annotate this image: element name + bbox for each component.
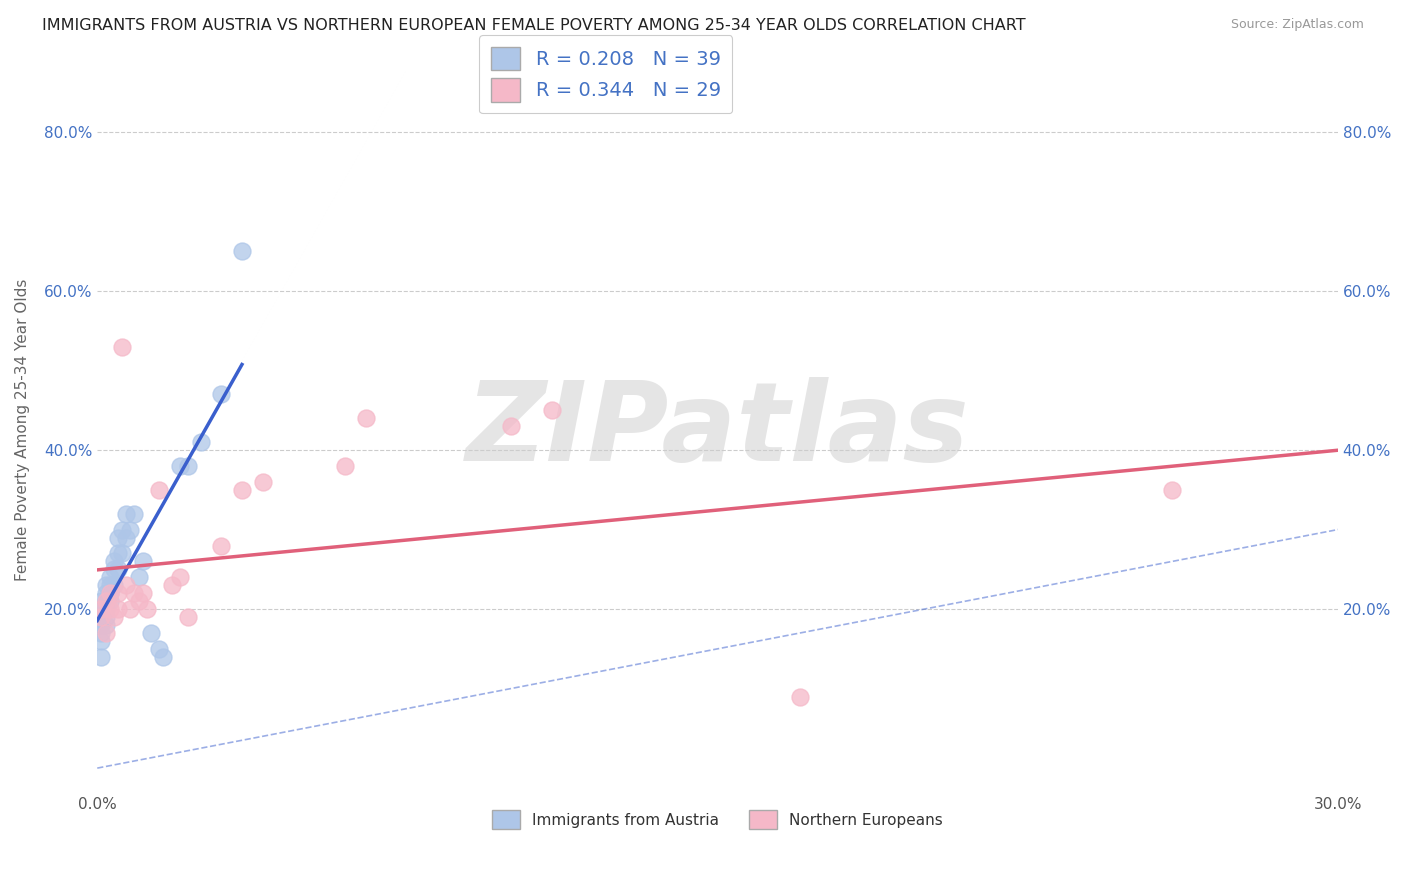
Point: [1161, 483, 1184, 497]
Point: [90, 610, 112, 624]
Point: [124, 586, 146, 600]
Point: [90, 610, 112, 624]
Point: [132, 586, 155, 600]
Point: [94, 586, 117, 600]
Point: [107, 562, 129, 576]
Point: [98, 570, 121, 584]
Point: [111, 340, 134, 354]
Text: Source: ZipAtlas.com: Source: ZipAtlas.com: [1230, 18, 1364, 31]
Point: [128, 594, 150, 608]
Point: [94, 618, 117, 632]
Point: [94, 578, 117, 592]
Point: [90, 634, 112, 648]
Point: [115, 531, 138, 545]
Point: [90, 602, 112, 616]
Legend: Immigrants from Austria, Northern Europeans: Immigrants from Austria, Northern Europe…: [486, 804, 949, 835]
Point: [177, 458, 200, 473]
Point: [135, 602, 157, 616]
Point: [541, 403, 564, 417]
Point: [115, 507, 138, 521]
Point: [103, 562, 125, 576]
Point: [139, 626, 162, 640]
Point: [152, 649, 174, 664]
Text: ZIPatlas: ZIPatlas: [465, 376, 969, 483]
Y-axis label: Female Poverty Among 25-34 Year Olds: Female Poverty Among 25-34 Year Olds: [15, 279, 30, 582]
Point: [128, 570, 150, 584]
Point: [169, 570, 191, 584]
Point: [94, 594, 117, 608]
Point: [98, 594, 121, 608]
Point: [120, 523, 142, 537]
Point: [103, 554, 125, 568]
Point: [177, 610, 200, 624]
Point: [231, 244, 253, 259]
Point: [169, 458, 191, 473]
Point: [103, 610, 125, 624]
Point: [103, 578, 125, 592]
Point: [107, 546, 129, 560]
Point: [94, 594, 117, 608]
Point: [111, 523, 134, 537]
Point: [94, 602, 117, 616]
Text: IMMIGRANTS FROM AUSTRIA VS NORTHERN EUROPEAN FEMALE POVERTY AMONG 25-34 YEAR OLD: IMMIGRANTS FROM AUSTRIA VS NORTHERN EURO…: [42, 18, 1026, 33]
Point: [98, 586, 121, 600]
Point: [98, 602, 121, 616]
Point: [132, 554, 155, 568]
Point: [148, 483, 170, 497]
Point: [190, 435, 212, 450]
Point: [107, 602, 129, 616]
Point: [499, 419, 522, 434]
Point: [90, 618, 112, 632]
Point: [124, 507, 146, 521]
Point: [111, 546, 134, 560]
Point: [148, 641, 170, 656]
Point: [209, 387, 232, 401]
Point: [160, 578, 183, 592]
Point: [90, 602, 112, 616]
Point: [90, 626, 112, 640]
Point: [94, 626, 117, 640]
Point: [90, 594, 112, 608]
Point: [335, 458, 357, 473]
Point: [94, 610, 117, 624]
Point: [98, 586, 121, 600]
Point: [120, 602, 142, 616]
Point: [231, 483, 253, 497]
Point: [789, 690, 811, 704]
Point: [115, 578, 138, 592]
Point: [354, 411, 377, 425]
Point: [107, 531, 129, 545]
Point: [252, 475, 274, 489]
Point: [209, 539, 232, 553]
Point: [98, 578, 121, 592]
Point: [107, 586, 129, 600]
Point: [90, 649, 112, 664]
